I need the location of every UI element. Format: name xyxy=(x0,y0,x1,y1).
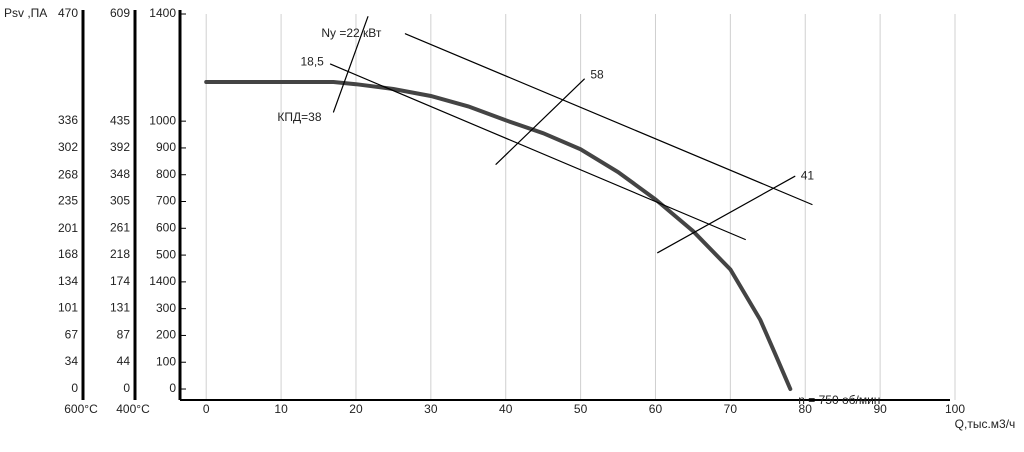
aux-tick-label: 392 xyxy=(110,140,130,154)
temperature-label: 400°C xyxy=(116,402,150,416)
x-axis-label: Q,тыс.м3/ч xyxy=(955,417,1016,431)
x-tick-label: 90 xyxy=(873,402,887,416)
y-tick-label: 200 xyxy=(156,328,176,342)
aux-tick-label: 168 xyxy=(58,247,78,261)
series-label: 18,5 xyxy=(301,54,325,68)
series-label: n = 750 об/мин xyxy=(798,393,880,407)
y-tick-label: 500 xyxy=(156,247,176,261)
aux-tick-label: 435 xyxy=(110,113,130,127)
aux-tick-label: 302 xyxy=(58,140,78,154)
aux-tick-label: 268 xyxy=(58,167,78,181)
performance-curve xyxy=(204,80,793,391)
reference-line xyxy=(404,33,813,206)
reference-line xyxy=(332,16,369,113)
y-tick-label: 0 xyxy=(169,381,176,395)
aux-tick-label: 134 xyxy=(58,274,78,288)
y-tick-label: 600 xyxy=(156,220,176,234)
aux-tick-label: 201 xyxy=(58,221,78,235)
x-tick-label: 70 xyxy=(724,402,738,416)
x-tick-label: 60 xyxy=(649,402,663,416)
aux-tick-label: 174 xyxy=(110,274,130,288)
y-tick-label: 900 xyxy=(156,140,176,154)
series-label: Ny =22 кВт xyxy=(321,26,382,40)
reference-line xyxy=(657,175,796,254)
aux-tick-label: 34 xyxy=(65,354,79,368)
aux-tick-label: 87 xyxy=(117,328,131,342)
y-tick-label: 300 xyxy=(156,301,176,315)
aux-tick-label: 336 xyxy=(58,113,78,127)
y-tick-label: 1400 xyxy=(149,6,176,20)
reference-line xyxy=(495,78,585,165)
x-tick-label: 0 xyxy=(203,402,210,416)
y-tick-label: 100 xyxy=(156,354,176,368)
x-tick-label: 30 xyxy=(424,402,438,416)
y-tick-label: 800 xyxy=(156,167,176,181)
series-label: КПД=38 xyxy=(277,110,321,124)
y-tick-label: 700 xyxy=(156,194,176,208)
aux-axis-label: Psv ,ПА xyxy=(4,6,47,20)
aux-tick-label: 348 xyxy=(110,167,130,181)
aux-tick-label: 67 xyxy=(65,328,79,342)
aux-tick-label: 305 xyxy=(110,193,130,207)
y-tick-label: 1000 xyxy=(149,113,176,127)
x-tick-label: 100 xyxy=(945,402,965,416)
temperature-label: 600°C xyxy=(64,402,98,416)
aux-tick-label: 218 xyxy=(110,247,130,261)
x-tick-label: 80 xyxy=(799,402,813,416)
series-label: 41 xyxy=(801,169,815,183)
aux-tick-label: 44 xyxy=(117,354,131,368)
aux-tick-label: 131 xyxy=(110,300,130,314)
x-tick-label: 40 xyxy=(499,402,513,416)
x-tick-label: 50 xyxy=(574,402,588,416)
aux-tick-label: 0 xyxy=(71,381,78,395)
aux-tick-label: 470 xyxy=(58,6,78,20)
aux-tick-label: 609 xyxy=(110,6,130,20)
x-tick-label: 20 xyxy=(349,402,363,416)
aux-tick-label: 101 xyxy=(58,301,78,315)
aux-tick-label: 261 xyxy=(110,220,130,234)
y-tick-label: 1400 xyxy=(149,274,176,288)
aux-tick-label: 0 xyxy=(123,381,130,395)
aux-tick-label: 235 xyxy=(58,194,78,208)
x-tick-label: 10 xyxy=(274,402,288,416)
reference-line xyxy=(329,63,746,241)
series-label: 58 xyxy=(590,67,604,81)
